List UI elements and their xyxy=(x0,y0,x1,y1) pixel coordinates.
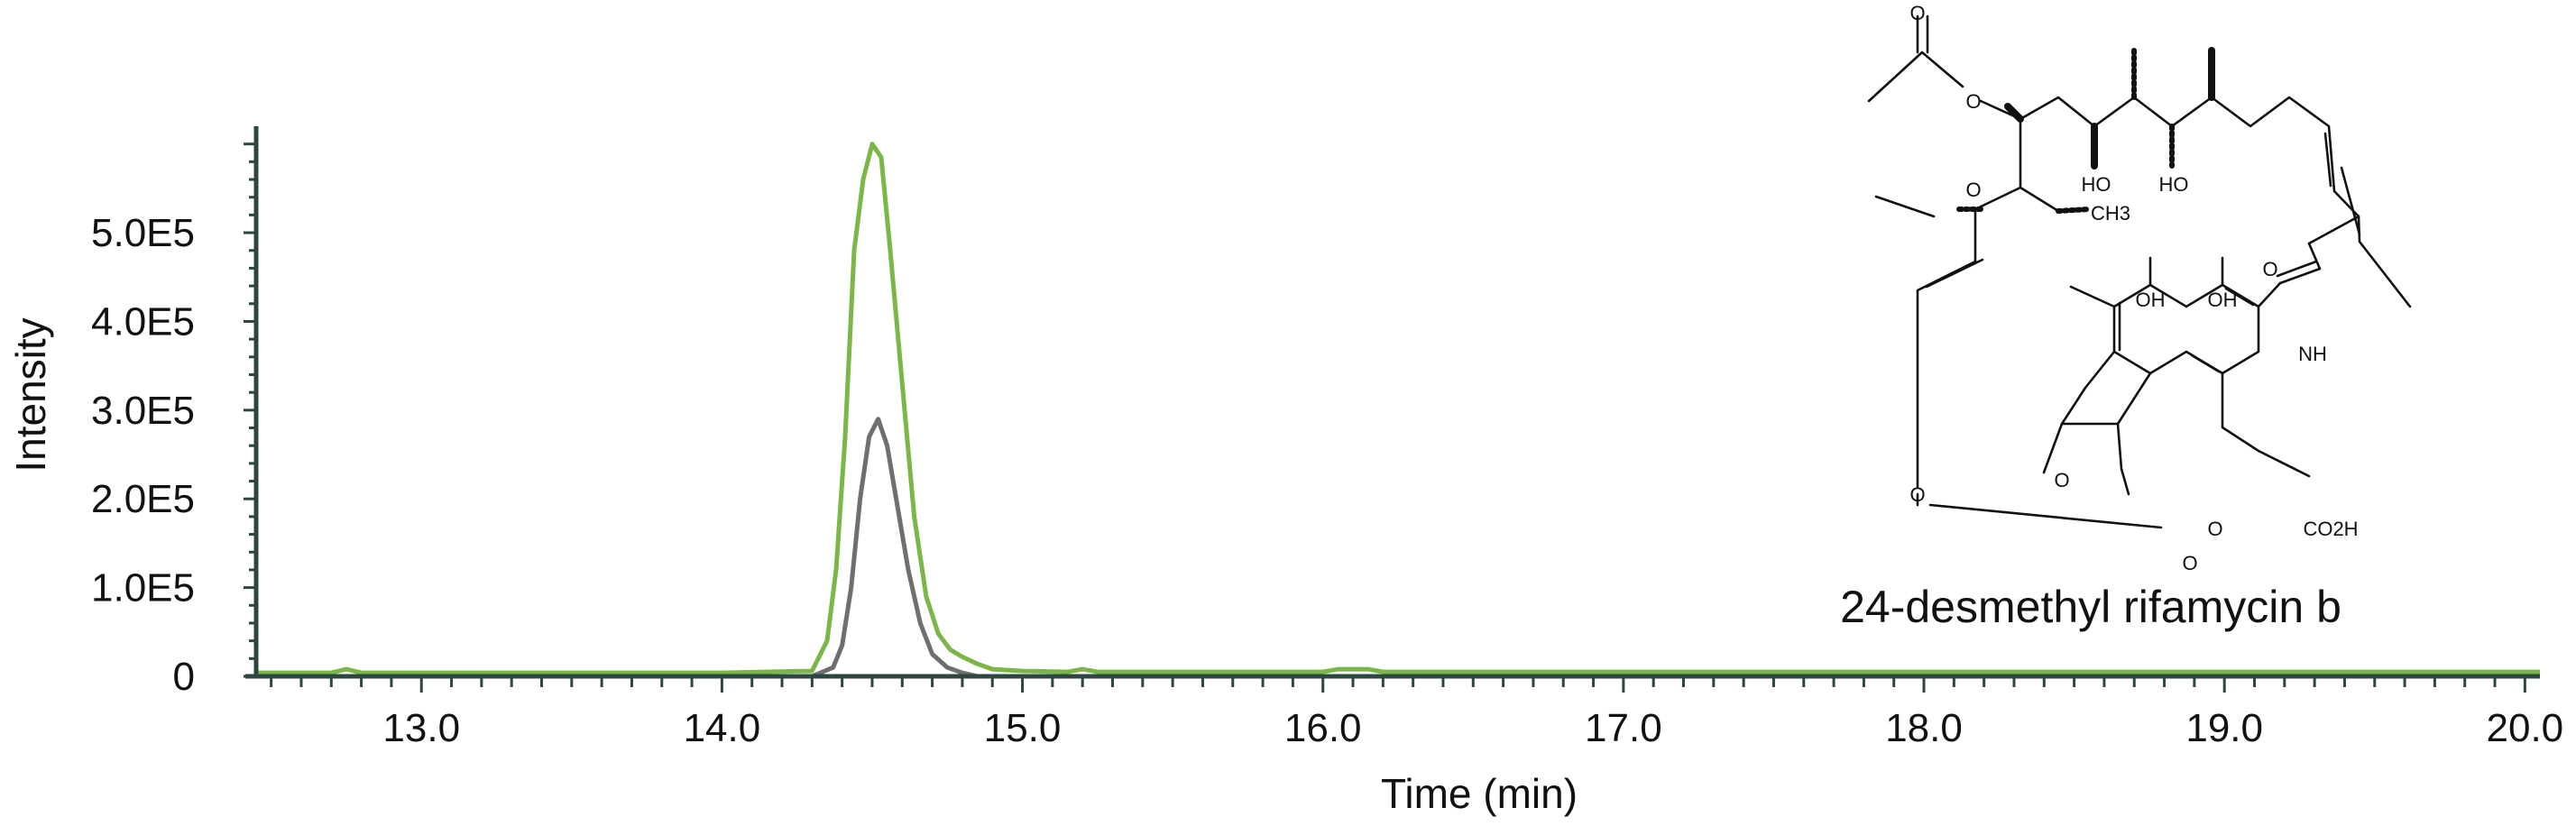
x-tick-label: 16.0 xyxy=(1284,706,1362,750)
compound-name: 24-desmethyl rifamycin b xyxy=(1840,582,2341,632)
x-tick-label: 15.0 xyxy=(984,706,1062,750)
svg-text:O: O xyxy=(2207,518,2222,540)
x-tick-label: 20.0 xyxy=(2487,706,2564,750)
x-axis-title: Time (min) xyxy=(1381,770,1578,817)
svg-text:OH: OH xyxy=(2136,289,2166,311)
y-tick-label: 0 xyxy=(173,655,195,699)
svg-text:O: O xyxy=(2182,552,2197,574)
x-tick-label: 18.0 xyxy=(1885,706,1963,750)
y-tick-labels: 0 1.0E5 2.0E5 3.0E5 4.0E5 5.0E5 xyxy=(91,211,195,699)
y-tick-label: 1.0E5 xyxy=(91,566,195,610)
y-tick-label: 3.0E5 xyxy=(91,389,195,433)
svg-text:HO: HO xyxy=(2082,173,2111,196)
svg-text:HO: HO xyxy=(2159,173,2189,196)
svg-text:O: O xyxy=(2054,469,2069,491)
y-tick-label: 2.0E5 xyxy=(91,477,195,521)
structure-atom-labels: O O O HO HO CH3 O OH OH NH O O O O CO2H xyxy=(1909,2,2358,574)
chromatogram-traces xyxy=(256,142,2540,679)
x-axis-ticks xyxy=(270,676,2526,693)
chemical-structure xyxy=(1867,14,2412,529)
svg-text:O: O xyxy=(1909,2,1925,24)
x-tick-label: 17.0 xyxy=(1585,706,1662,750)
svg-text:O: O xyxy=(1965,90,1981,113)
y-tick-label: 4.0E5 xyxy=(91,299,195,344)
svg-text:CO2H: CO2H xyxy=(2303,518,2358,540)
x-tick-label: 14.0 xyxy=(684,706,761,750)
svg-text:O: O xyxy=(1965,179,1981,201)
x-tick-label: 19.0 xyxy=(2185,706,2263,750)
svg-text:CH3: CH3 xyxy=(2091,202,2130,225)
chromatogram-trace-1 xyxy=(256,142,2540,675)
svg-text:NH: NH xyxy=(2298,343,2327,365)
x-tick-label: 13.0 xyxy=(382,706,460,750)
y-tick-label: 5.0E5 xyxy=(91,211,195,255)
chromatogram-trace-2 xyxy=(256,417,2540,679)
x-tick-labels: 13.0 14.0 15.0 16.0 17.0 18.0 19.0 20.0 xyxy=(382,706,2563,750)
svg-text:OH: OH xyxy=(2208,289,2238,311)
y-axis-title: Intensity xyxy=(7,317,54,472)
svg-text:O: O xyxy=(2262,258,2277,280)
svg-text:O: O xyxy=(1909,483,1925,506)
